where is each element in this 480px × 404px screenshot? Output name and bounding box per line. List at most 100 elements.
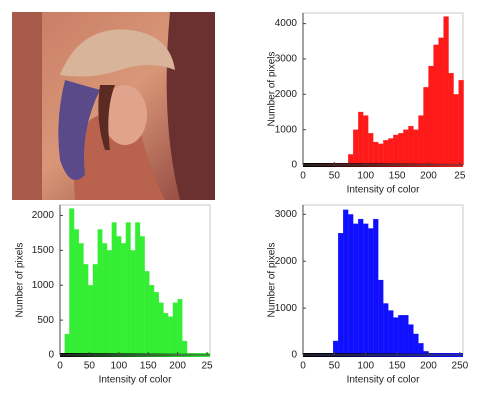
x-tick-label: 100 (357, 171, 374, 182)
x-tick-label: 25 (454, 171, 466, 182)
x-tick-label: 0 (300, 171, 306, 182)
y-tick-label: 2000 (32, 210, 55, 221)
photo-hair (98, 85, 115, 150)
bar (343, 209, 349, 356)
bar (358, 218, 364, 356)
bar (388, 138, 394, 166)
bar (383, 140, 389, 166)
bar (69, 208, 75, 356)
bar (116, 236, 122, 356)
bar (125, 222, 131, 356)
x-tick-label: 100 (110, 361, 127, 372)
x-tick-label: 100 (357, 361, 374, 372)
bar (177, 299, 183, 356)
y-tick-label: 2000 (275, 89, 298, 100)
x-tick-label: 200 (169, 361, 186, 372)
bar (168, 316, 174, 356)
bar (78, 243, 84, 356)
bar (408, 125, 414, 166)
bar (102, 243, 108, 356)
bar (153, 292, 159, 356)
x-tick-label: 0 (57, 361, 63, 372)
x-tick-label: 150 (389, 171, 406, 182)
bar (373, 218, 379, 356)
bar (443, 16, 449, 166)
y-tick-label: 1000 (275, 124, 298, 135)
bar (73, 229, 79, 356)
bar (353, 223, 359, 356)
photo-wall (12, 12, 42, 200)
y-tick-label: 1000 (32, 280, 55, 291)
bar (64, 333, 70, 356)
y-tick-label: 3000 (275, 209, 298, 220)
y-axis-label: Number of pixels (267, 51, 278, 126)
y-tick-label: 4000 (275, 18, 298, 29)
bar (97, 229, 103, 356)
y-tick-label: 1500 (32, 245, 55, 256)
x-axis-label: Intensity of color (99, 375, 172, 386)
bar (403, 129, 409, 166)
bar (433, 44, 439, 166)
photo (12, 12, 215, 200)
bar (337, 232, 344, 356)
x-tick-label: 50 (329, 361, 341, 372)
bar (448, 72, 454, 166)
bar (92, 264, 98, 356)
x-tick-label: 50 (329, 171, 341, 182)
y-tick-label: 3000 (275, 54, 298, 65)
bar (438, 37, 444, 166)
y-tick-label: 0 (291, 350, 297, 361)
x-tick-label: 200 (420, 171, 437, 182)
bar (135, 222, 141, 356)
photo-mirror (166, 12, 215, 200)
photo-shoulder (74, 112, 165, 200)
bar (423, 87, 429, 166)
bars (332, 209, 429, 356)
bar (388, 310, 394, 356)
bar (163, 312, 169, 356)
x-tick-label: 150 (389, 361, 406, 372)
y-axis-label: Number of pixels (15, 242, 26, 317)
bar (106, 250, 112, 356)
bar (453, 94, 459, 166)
y-tick-label: 1000 (275, 303, 298, 314)
y-tick-label: 500 (37, 315, 54, 326)
bars (343, 16, 464, 166)
bar (458, 80, 464, 166)
bar (418, 115, 424, 166)
y-tick-label: 2000 (275, 256, 298, 267)
bar (353, 129, 359, 166)
bar (111, 222, 117, 356)
bar (182, 340, 188, 356)
y-tick-label: 0 (48, 350, 54, 361)
bar (368, 133, 374, 166)
bar (363, 115, 369, 166)
bar (408, 324, 414, 356)
bar (332, 340, 339, 356)
bar (88, 285, 94, 356)
y-tick-label: 0 (291, 160, 297, 171)
bar (398, 315, 404, 356)
bar (393, 134, 399, 166)
x-tick-label: 200 (420, 361, 437, 372)
bar (158, 302, 164, 356)
bar (130, 250, 136, 356)
bar (403, 315, 409, 356)
bar (149, 285, 155, 356)
bar (348, 214, 354, 356)
y-axis-label: Number of pixels (267, 242, 278, 317)
bars (64, 208, 188, 356)
bar (373, 141, 379, 166)
bar (368, 228, 374, 356)
bar (144, 271, 150, 356)
x-tick-label: 250 (452, 361, 469, 372)
x-tick-label: 150 (140, 361, 157, 372)
photo-face (103, 85, 147, 145)
bar (378, 143, 384, 166)
x-axis-label: Intensity of color (347, 185, 420, 196)
bar (398, 133, 404, 166)
bar (363, 223, 369, 356)
bar (413, 333, 419, 356)
